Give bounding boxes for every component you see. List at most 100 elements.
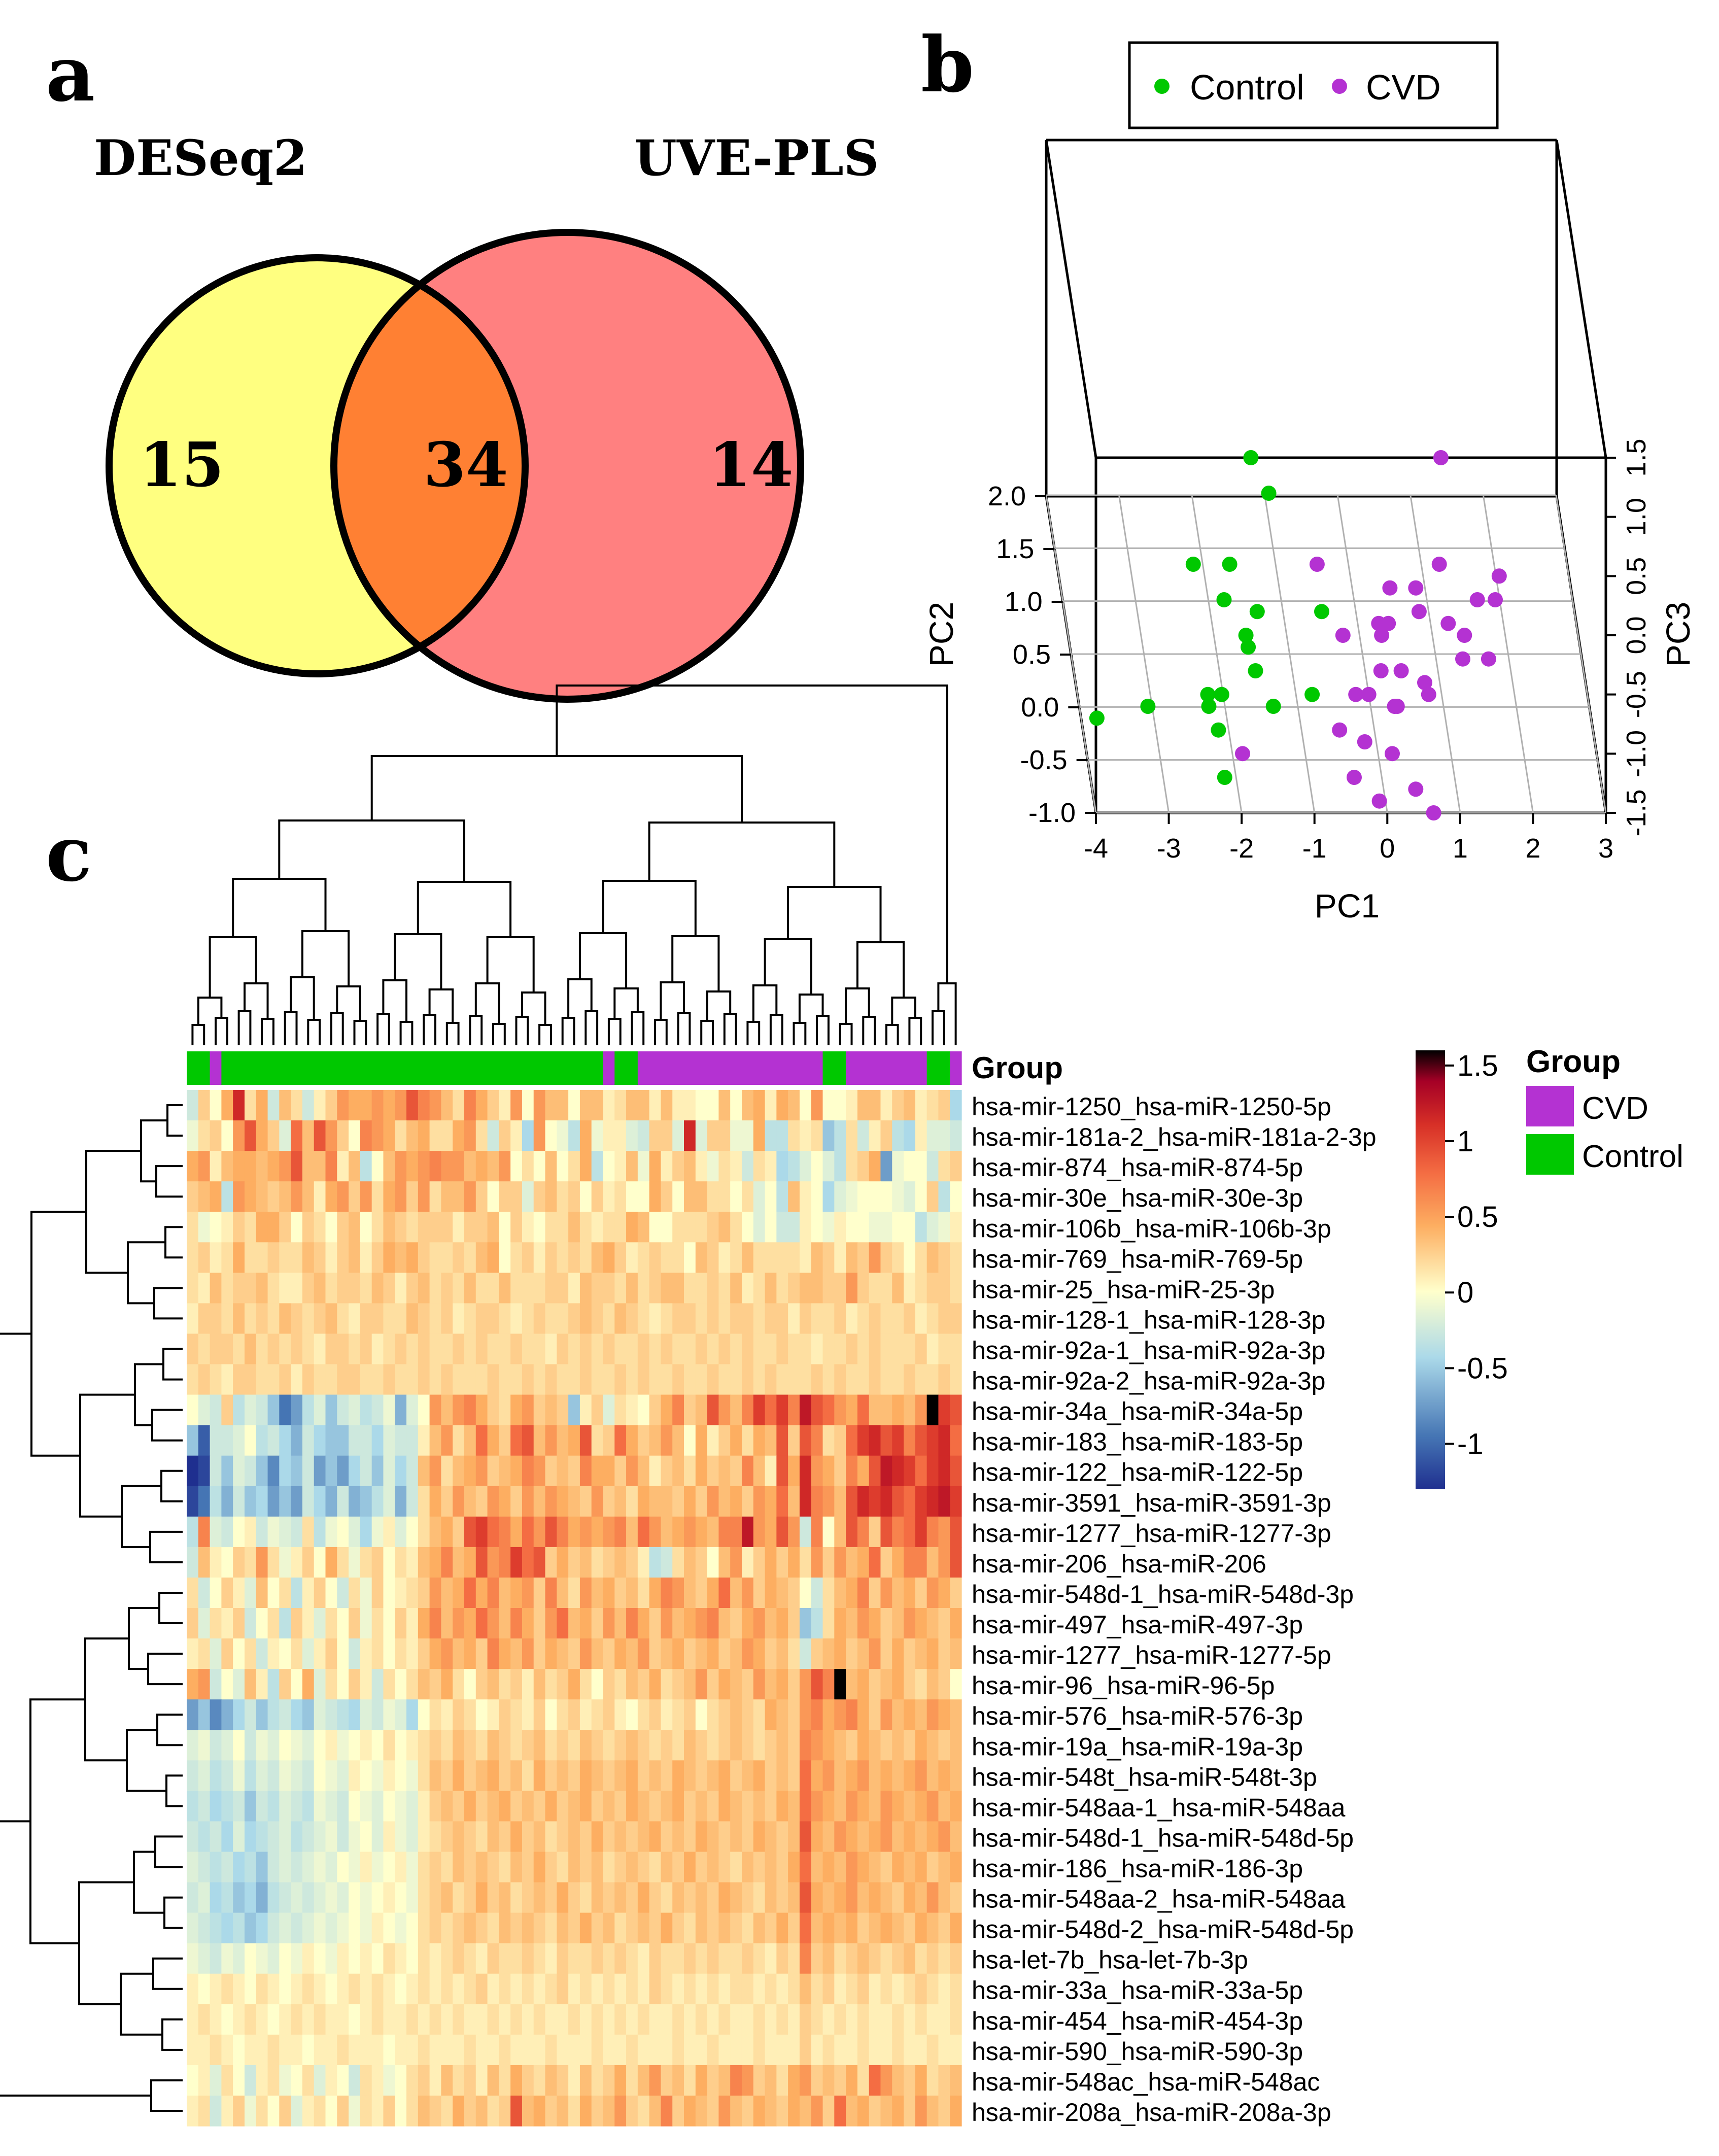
panel-label-b: b (921, 20, 974, 110)
group-cell-control (487, 1051, 499, 1085)
heatmap-cell (487, 1852, 499, 1883)
heatmap-cell (718, 1547, 731, 1578)
heatmap-cell (626, 1120, 638, 1151)
heatmap-cell (337, 1730, 349, 1761)
heatmap-cell (707, 1455, 719, 1487)
heatmap-cell (926, 1791, 939, 1822)
z-tick-label: 1.0 (1621, 498, 1652, 536)
heatmap-cell (453, 1760, 465, 1791)
heatmap-cell (869, 1577, 881, 1609)
heatmap-cell (383, 1973, 395, 2005)
heatmap-cell (741, 1181, 754, 1212)
heatmap-cell (198, 1943, 211, 1974)
heatmap-cell (753, 2004, 766, 2035)
point-cvd (1408, 580, 1424, 596)
heatmap-cell (614, 1455, 627, 1487)
heatmap-cell (441, 2004, 453, 2035)
heatmap-cell (464, 1364, 476, 1395)
heatmap-cell (349, 1943, 361, 1974)
heatmap-cell (487, 2004, 499, 2035)
heatmap-cell (904, 1943, 916, 1974)
heatmap-cell (464, 1730, 476, 1761)
heatmap-cell (846, 1638, 858, 1669)
heatmap-cell (579, 1608, 592, 1639)
heatmap-cell (822, 1791, 835, 1822)
heatmap-cell (187, 1090, 199, 1121)
heatmap-cell (950, 1730, 962, 1761)
heatmap-cell (383, 1212, 395, 1243)
heatmap-cell (822, 1638, 835, 1669)
heatmap-cell (869, 1455, 881, 1487)
heatmap-cell (741, 1821, 754, 1853)
heatmap-cell (522, 1760, 534, 1791)
heatmap-cell (950, 1821, 962, 1853)
heatmap-cell (395, 1120, 407, 1151)
heatmap-cell (857, 2065, 870, 2096)
heatmap-cell (880, 2034, 892, 2066)
heatmap-cell (938, 1577, 950, 1609)
heatmap-cell (453, 2004, 465, 2035)
heatmap-cell (244, 1730, 257, 1761)
heatmap-cell (198, 1821, 211, 1853)
heatmap-cell (279, 2004, 291, 2035)
heatmap-cell (291, 1547, 303, 1578)
group-cell-cvd (799, 1051, 812, 1085)
scatter-points (1089, 450, 1507, 820)
group-cell-control (314, 1051, 326, 1085)
heatmap-cell (834, 1273, 846, 1304)
group-cell-control (499, 1051, 511, 1085)
heatmap-cell (730, 1455, 742, 1487)
heatmap-cell (603, 1090, 615, 1121)
heatmap-cell (904, 1699, 916, 1730)
heatmap-cell (834, 1120, 846, 1151)
heatmap-cell (545, 2065, 557, 2096)
heatmap-cell (267, 1638, 280, 1669)
heatmap-cell (349, 2004, 361, 2035)
heatmap-cell (453, 1303, 465, 1334)
heatmap-cell (915, 2065, 927, 2096)
heatmap-cell (360, 2004, 372, 2035)
point-cvd (1421, 687, 1436, 702)
heatmap-cell (707, 1486, 719, 1517)
heatmap-cell (256, 1516, 268, 1548)
heatmap-cell (475, 1821, 488, 1853)
heatmap-cell (441, 1181, 453, 1212)
heatmap-cell (337, 1516, 349, 1548)
heatmap-cell (753, 1516, 766, 1548)
heatmap-cell (302, 1364, 315, 1395)
heatmap-cell (938, 2034, 950, 2066)
heatmap-cell (499, 1425, 511, 1456)
heatmap-cell (869, 1882, 881, 1913)
heatmap-cell (799, 1882, 812, 1913)
heatmap-cell (429, 1242, 441, 1273)
heatmap-cell (487, 1090, 499, 1121)
heatmap-cell (614, 1852, 627, 1883)
heatmap-cell (453, 1425, 465, 1456)
heatmap-cell (291, 1455, 303, 1487)
heatmap-cell (337, 1699, 349, 1730)
heatmap-cell (926, 1486, 939, 1517)
heatmap-cell (788, 1760, 800, 1791)
heatmap-cell (753, 1151, 766, 1182)
heatmap-cell (857, 1120, 870, 1151)
heatmap-cell (741, 1486, 754, 1517)
heatmap-cell (349, 1333, 361, 1365)
heatmap-cell (846, 1425, 858, 1456)
heatmap-cell (765, 1791, 777, 1822)
heatmap-cell (892, 1669, 904, 1700)
heatmap-cell (233, 1912, 245, 1944)
heatmap-cell (233, 1455, 245, 1487)
heatmap-cell (776, 1333, 788, 1365)
heatmap-cell (846, 1608, 858, 1639)
heatmap-cell (487, 1608, 499, 1639)
heatmap-cell (418, 1791, 430, 1822)
heatmap-cell (395, 1212, 407, 1243)
heatmap-cell (591, 1273, 604, 1304)
heatmap-cell (210, 1669, 222, 1700)
heatmap-cell (349, 1577, 361, 1609)
heatmap-cell (776, 1364, 788, 1395)
heatmap-cell (614, 1364, 627, 1395)
heatmap-cell (626, 1333, 638, 1365)
heatmap-cell (880, 1303, 892, 1334)
heatmap-cell (672, 1791, 684, 1822)
